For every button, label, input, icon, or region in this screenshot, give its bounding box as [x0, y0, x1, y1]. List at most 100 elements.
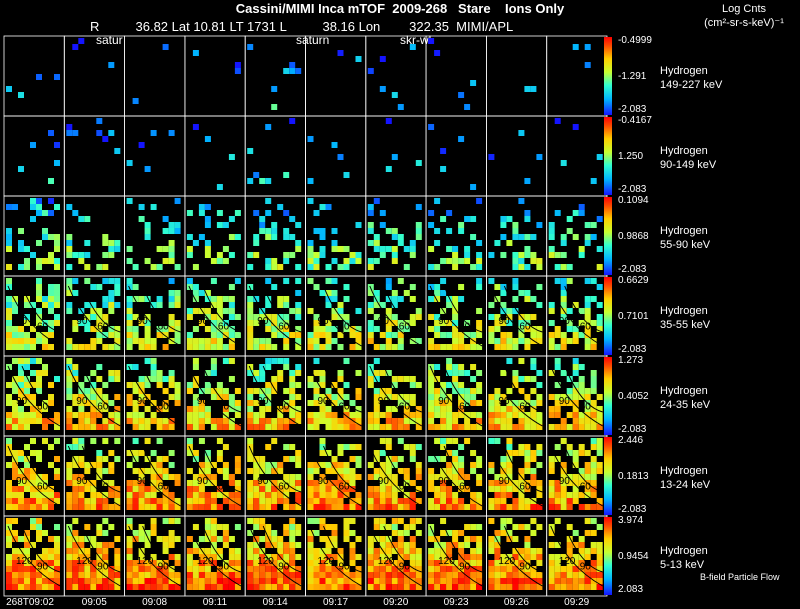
pixel	[156, 264, 163, 270]
pixel	[54, 234, 60, 240]
pixel	[90, 382, 97, 388]
pixel	[325, 394, 332, 400]
pixel	[204, 406, 211, 412]
pixel	[554, 358, 561, 364]
pixel	[144, 438, 151, 444]
pixel	[174, 290, 181, 296]
pixel	[500, 332, 507, 338]
pixel	[578, 320, 585, 326]
pixel	[560, 240, 567, 246]
pixel	[313, 498, 320, 504]
pixel	[48, 258, 54, 264]
pixel	[403, 444, 410, 450]
pixel	[446, 424, 453, 430]
pixel	[343, 314, 350, 320]
panel-species: Hydrogen	[660, 465, 708, 477]
contour-line	[443, 365, 483, 413]
pixel	[24, 536, 30, 542]
pixel	[289, 388, 296, 394]
pixel	[590, 468, 597, 474]
pixel	[12, 548, 18, 554]
pixel	[186, 210, 193, 216]
pixel	[90, 424, 97, 430]
pixel	[355, 332, 362, 338]
pixel	[174, 326, 181, 332]
pixel	[452, 258, 459, 264]
pixel	[24, 468, 30, 474]
pixel	[132, 572, 139, 578]
pixel	[373, 388, 380, 394]
pixel	[385, 444, 392, 450]
pixel	[367, 418, 374, 424]
pixel	[524, 462, 531, 468]
pixel	[494, 320, 501, 326]
pixel	[500, 486, 507, 492]
pixel	[84, 504, 91, 510]
pixel	[192, 50, 199, 56]
pixel	[198, 492, 205, 498]
contour-line	[7, 365, 61, 427]
contour-label: 90	[318, 316, 330, 327]
pixel	[337, 498, 344, 504]
pixel	[560, 160, 567, 166]
pixel	[156, 376, 163, 382]
pixel	[90, 480, 97, 486]
pixel	[204, 290, 211, 296]
pixel	[470, 424, 477, 430]
pixel	[84, 278, 91, 284]
pixel	[524, 548, 531, 554]
pixel	[84, 320, 91, 326]
pixel	[331, 498, 338, 504]
pixel	[198, 424, 205, 430]
pixel	[253, 504, 260, 510]
pixel	[331, 492, 338, 498]
pixel	[259, 228, 266, 234]
pixel	[415, 228, 422, 234]
pixel	[247, 400, 254, 406]
pixel	[500, 216, 507, 222]
pixel	[584, 548, 591, 554]
pixel	[259, 566, 266, 572]
pixel	[554, 492, 561, 498]
pixel	[337, 480, 344, 486]
pixel	[512, 424, 519, 430]
pixel	[12, 424, 18, 430]
pixel	[247, 388, 254, 394]
pixel	[379, 480, 386, 486]
pixel	[186, 424, 193, 430]
pixel	[536, 554, 543, 560]
pixel	[150, 462, 157, 468]
pixel	[12, 498, 18, 504]
pixel	[210, 364, 217, 370]
pixel	[428, 548, 435, 554]
pixel	[295, 498, 302, 504]
pixel	[355, 258, 362, 264]
pixel	[253, 462, 260, 468]
pixel	[102, 344, 109, 350]
pixel	[458, 388, 465, 394]
pixel	[144, 332, 151, 338]
pixel	[415, 486, 422, 492]
pixel	[6, 462, 12, 468]
pixel	[494, 498, 501, 504]
pixel	[228, 216, 235, 222]
pixel	[18, 332, 24, 338]
pixel	[277, 492, 284, 498]
pixel	[367, 376, 374, 382]
pixel	[210, 278, 217, 284]
pixel	[162, 228, 169, 234]
panel-frame	[425, 35, 487, 117]
pixel	[6, 278, 12, 284]
pixel	[90, 394, 97, 400]
pixel	[524, 290, 531, 296]
pixel	[572, 394, 579, 400]
pixel	[452, 326, 459, 332]
pixel	[144, 424, 151, 430]
pixel	[24, 498, 30, 504]
pixel	[379, 566, 386, 572]
pixel	[186, 480, 193, 486]
pixel	[367, 258, 374, 264]
pixel	[512, 450, 519, 456]
pixel	[349, 584, 356, 590]
pixel	[554, 554, 561, 560]
